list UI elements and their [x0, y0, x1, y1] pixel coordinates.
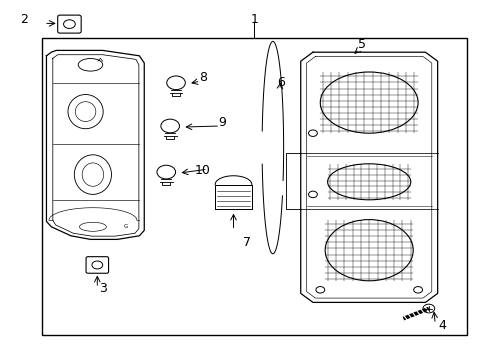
Text: 1: 1 — [250, 13, 258, 26]
Text: 10: 10 — [195, 165, 210, 177]
Text: G: G — [124, 224, 128, 229]
Bar — [41, 38, 466, 335]
Text: 8: 8 — [199, 71, 206, 84]
Text: 3: 3 — [99, 282, 106, 294]
Text: 4: 4 — [438, 319, 446, 332]
Text: 6: 6 — [277, 76, 285, 89]
Text: 2: 2 — [20, 13, 28, 26]
Text: 9: 9 — [218, 116, 226, 129]
Text: 5: 5 — [357, 39, 365, 51]
Text: 7: 7 — [243, 237, 250, 249]
Circle shape — [422, 304, 434, 313]
